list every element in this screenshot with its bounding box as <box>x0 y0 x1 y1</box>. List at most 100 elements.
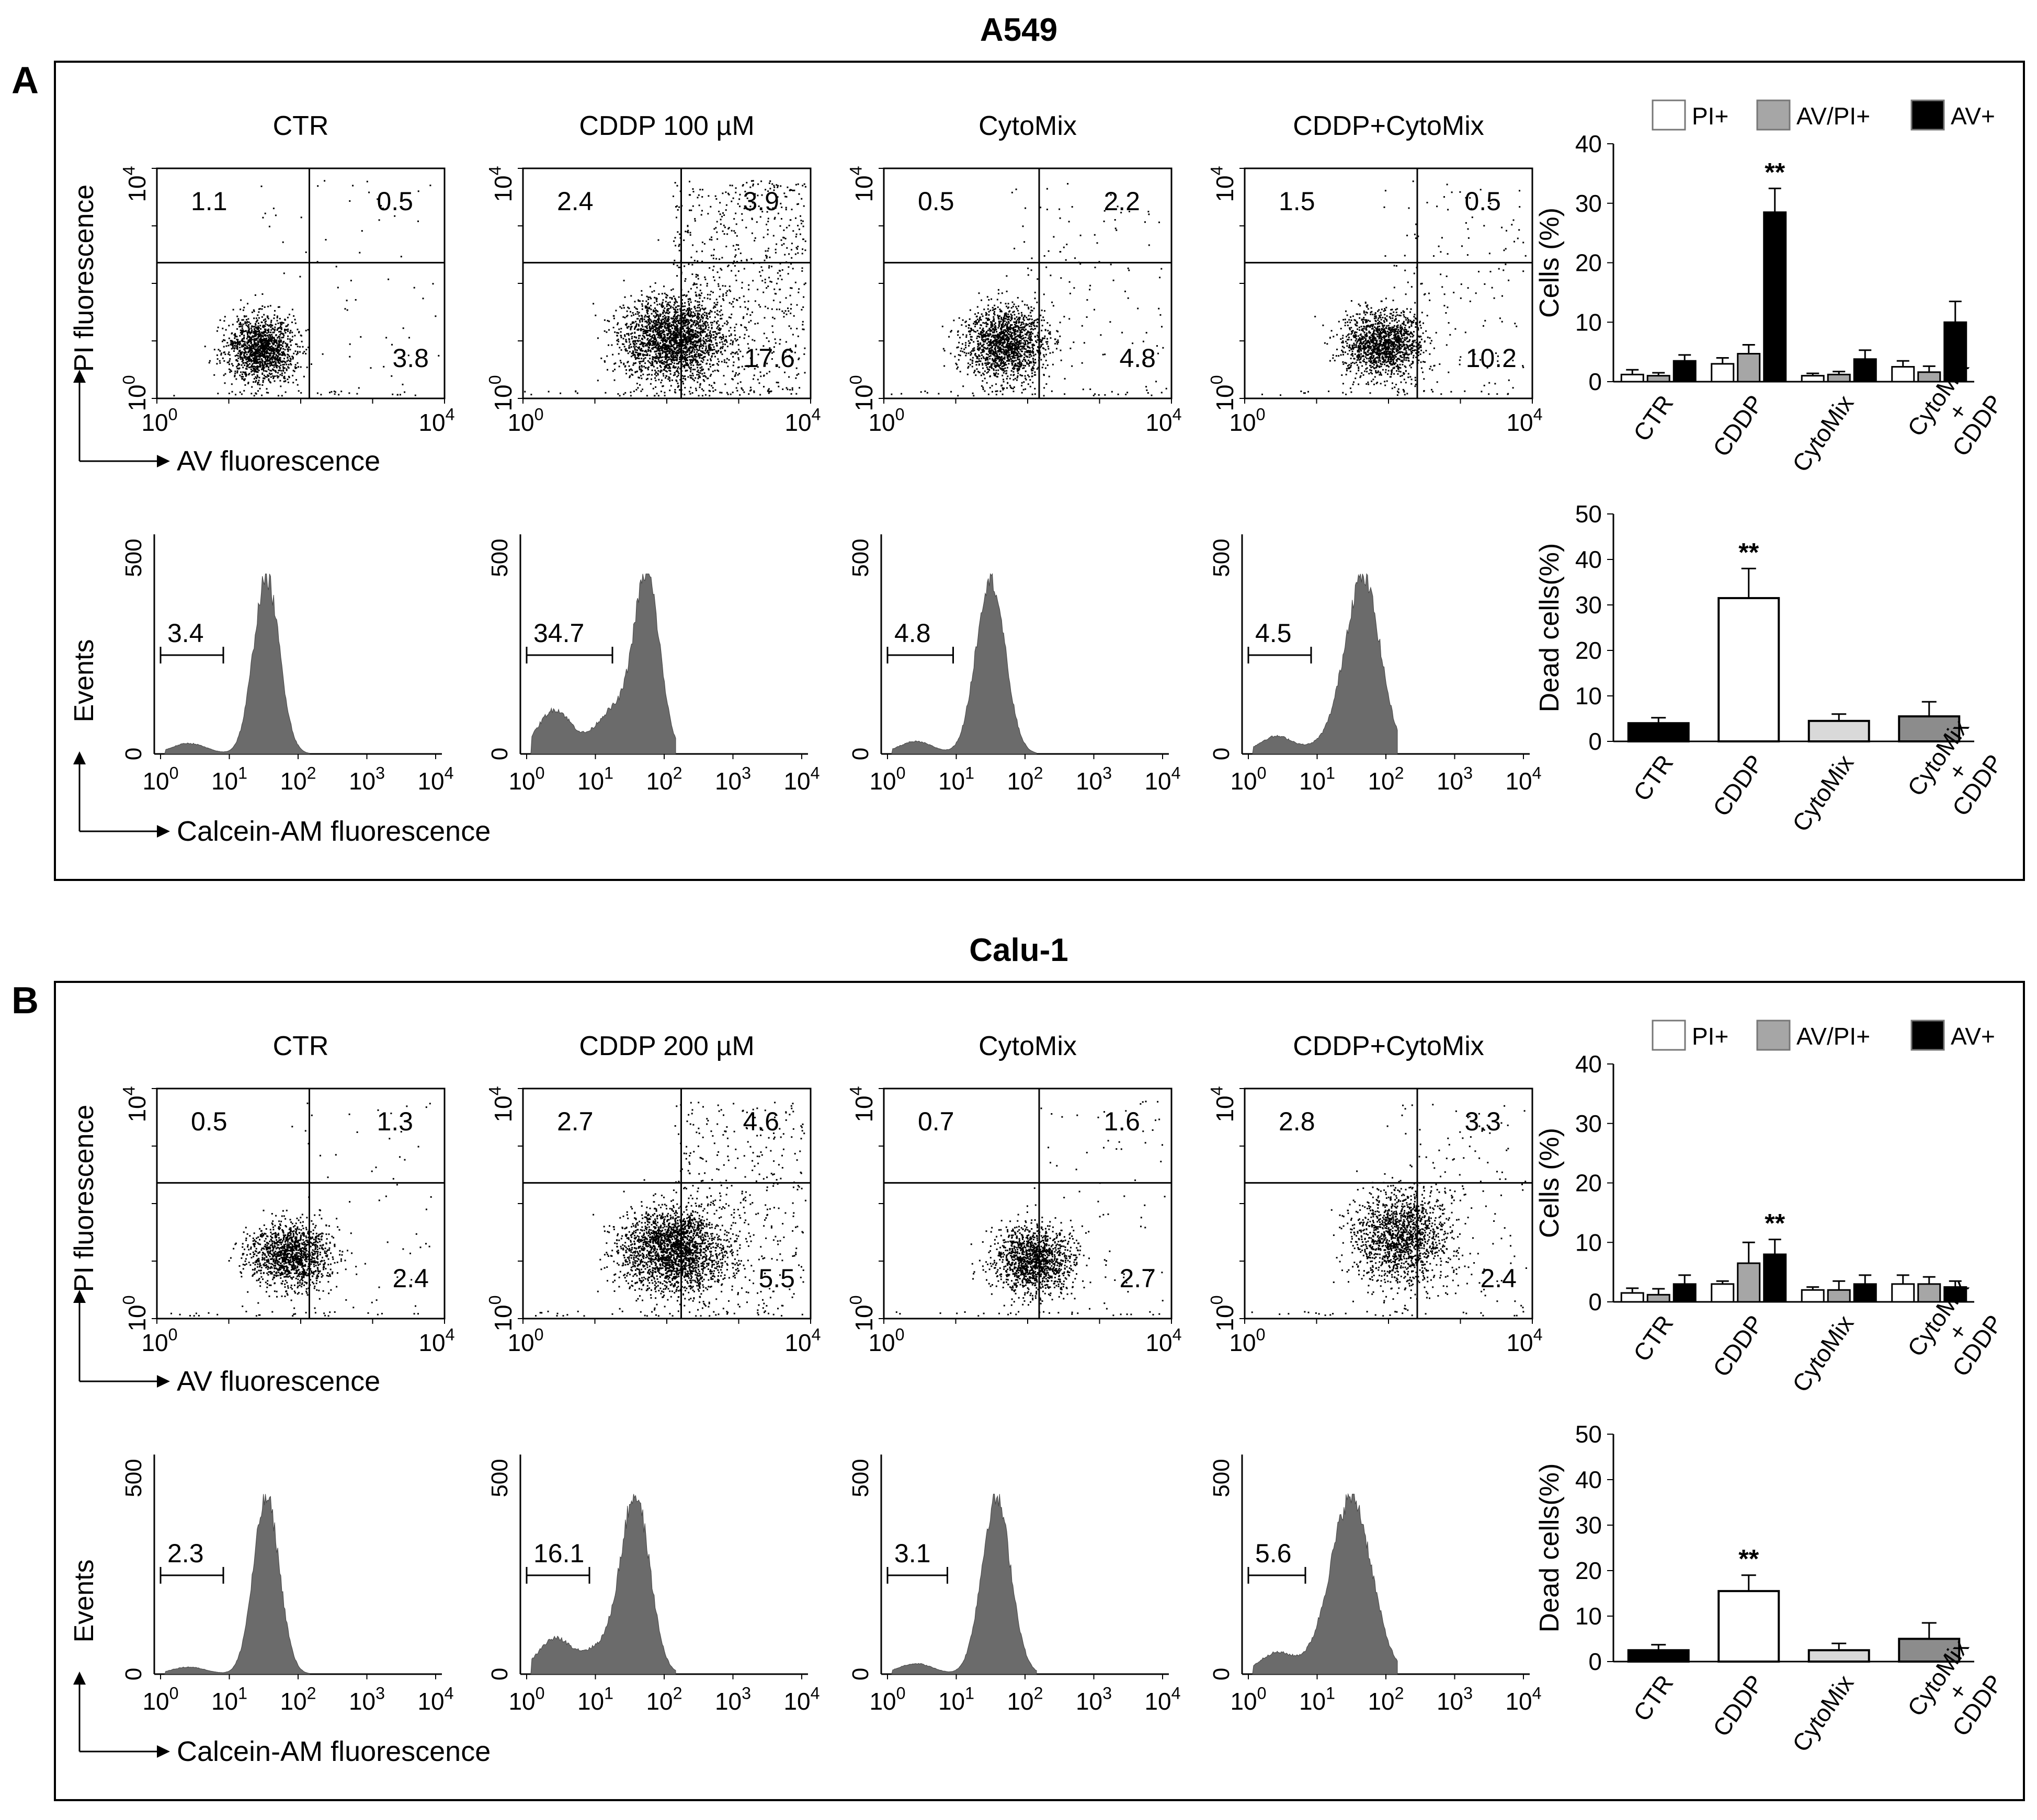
histogram-x-tick-label-base: 10 <box>1437 1688 1463 1715</box>
bar <box>1627 722 1690 742</box>
histogram-x-tick-label: 100 <box>142 1684 178 1715</box>
scatter-x-max-label: 104 <box>1506 1325 1542 1356</box>
histogram-y-arrow-head <box>73 1672 86 1685</box>
scatter-y-min-label-base: 10 <box>850 1304 878 1331</box>
histogram-distribution <box>1252 1493 1398 1675</box>
histogram-x-tick-label: 104 <box>1505 1684 1541 1715</box>
category-label: CDDP <box>1708 1310 1769 1382</box>
histogram-x-tick-label-exp: 1 <box>965 1684 974 1702</box>
scatter-x-max-label-exp: 4 <box>446 405 455 423</box>
histogram-x-tick-label-base: 10 <box>142 768 169 795</box>
histogram-x-tick-label: 100 <box>869 763 905 795</box>
histogram-distribution <box>891 1494 1037 1675</box>
bar-pi <box>1620 373 1644 383</box>
histogram-x-tick-label-exp: 3 <box>375 1684 385 1702</box>
scatter-y-min-label-base: 10 <box>1211 1304 1238 1331</box>
quadrant-ul-value: 2.7 <box>557 1107 594 1136</box>
histogram-x-tick-label-base: 10 <box>280 1688 306 1715</box>
scatter-x-max-label-exp: 4 <box>1533 405 1543 423</box>
gate-value: 4.5 <box>1255 619 1292 648</box>
histogram-distribution <box>891 573 1037 754</box>
bar-av <box>1943 321 1967 383</box>
histogram-x-tick-label: 103 <box>349 1684 385 1715</box>
quadrant-ur-value: 2.2 <box>1103 187 1140 216</box>
scatter-x-axis-label: AV fluorescence <box>177 1366 380 1397</box>
histogram-x-tick-label: 101 <box>211 1684 247 1715</box>
condition-label: CDDP+CytoMix <box>1293 111 1484 141</box>
scatter-y-axis-label: PI fluorescence <box>69 1105 99 1292</box>
scatter-y-min-label-exp: 0 <box>485 375 504 384</box>
histogram-x-tick-label: 101 <box>938 763 974 795</box>
gate-value: 3.4 <box>167 619 204 648</box>
quadrant-ul-value: 2.8 <box>1279 1107 1315 1136</box>
panel-letter: A <box>12 60 39 101</box>
histogram-x-tick-label: 102 <box>646 1684 682 1715</box>
histogram-x-axis-label: Calcein-AM fluorescence <box>177 816 491 847</box>
histogram-x-tick-label-base: 10 <box>280 768 306 795</box>
bar <box>1807 719 1870 742</box>
legend-swatch <box>1910 1020 1945 1051</box>
histogram-x-tick-label-base: 10 <box>1368 768 1394 795</box>
bar-chart-y-label: Dead cells(%) <box>1534 1463 1565 1633</box>
histogram-y-tick-label: 500 <box>487 539 513 577</box>
histogram-x-tick-label: 104 <box>1144 763 1180 795</box>
y-tick-label: 20 <box>1575 1557 1602 1584</box>
scatter-y-max-label-exp: 4 <box>485 166 504 175</box>
quadrant-ur-value: 3.9 <box>743 187 779 216</box>
bar-avpi <box>1737 353 1761 383</box>
histogram-y-tick-label: 0 <box>848 1668 873 1680</box>
legend-swatch <box>1756 1020 1791 1051</box>
scatter-y-min-label-base: 10 <box>490 384 517 411</box>
scatter-x-arrow-head <box>157 455 170 467</box>
histogram-x-tick-label: 100 <box>1230 1684 1266 1715</box>
scatter-y-min-label: 100 <box>119 1295 151 1331</box>
histogram-x-tick-label-exp: 3 <box>375 763 385 782</box>
scatter-y-max-label-exp: 4 <box>1207 166 1226 175</box>
scatter-x-min-label-base: 10 <box>1229 409 1256 436</box>
scatter-x-min-label-base: 10 <box>1229 1329 1256 1356</box>
histogram-x-tick-label: 101 <box>577 1684 613 1715</box>
histogram-x-tick-label: 103 <box>349 763 385 795</box>
category-label-line: CDDP <box>1708 750 1769 821</box>
legend-swatch <box>1910 99 1945 131</box>
bar-av <box>1672 1283 1697 1303</box>
scatter-x-min-label: 100 <box>868 405 904 436</box>
scatter-x-max-label-base: 10 <box>1145 1329 1172 1356</box>
dot-plot-events <box>173 180 440 397</box>
dot-plot-events <box>170 1102 432 1317</box>
quadrant-ur-value: 1.6 <box>1103 1107 1140 1136</box>
category-label-line: CytoMix <box>1787 1310 1859 1397</box>
histogram-x-tick-label-base: 10 <box>1437 768 1463 795</box>
category-label: CytoMix <box>1787 750 1859 837</box>
category-label: CDDP <box>1708 1670 1769 1742</box>
quadrant-lr-value: 2.4 <box>1480 1264 1517 1293</box>
bar-av <box>1853 1283 1877 1303</box>
histogram-x-tick-label-exp: 4 <box>1532 763 1542 782</box>
histogram-x-tick-label-exp: 3 <box>742 1684 751 1702</box>
scatter-y-max-label-exp: 4 <box>1207 1086 1226 1095</box>
histogram-y-tick-label: 0 <box>1209 748 1234 760</box>
scatter-y-arrow-head <box>73 370 86 383</box>
histogram-x-tick-label-exp: 3 <box>1463 763 1473 782</box>
histogram-x-arrow-head <box>157 825 170 838</box>
histogram-y-tick-label: 0 <box>487 1668 513 1680</box>
histogram-x-tick-label-exp: 4 <box>445 763 454 782</box>
histogram-x-tick-label-exp: 3 <box>1463 1684 1473 1702</box>
histogram-x-tick-label-base: 10 <box>1368 1688 1394 1715</box>
significance-marker: ** <box>1738 1544 1759 1574</box>
histogram-x-tick-label-exp: 4 <box>811 1684 820 1702</box>
histogram-x-tick-label-exp: 2 <box>1395 763 1404 782</box>
condition-label: CDDP 100 µM <box>579 111 754 141</box>
y-tick-label: 50 <box>1575 500 1602 528</box>
category-label: CytoMix <box>1787 1310 1859 1397</box>
histogram-x-tick-label: 104 <box>1505 763 1541 795</box>
histogram-x-tick-label-exp: 2 <box>1034 1684 1043 1702</box>
histogram-x-tick-label-base: 10 <box>1007 768 1033 795</box>
histogram-x-tick-label-exp: 1 <box>604 763 613 782</box>
histogram-x-tick-label-base: 10 <box>1299 1688 1326 1715</box>
histogram-x-tick-label-exp: 1 <box>604 1684 613 1702</box>
